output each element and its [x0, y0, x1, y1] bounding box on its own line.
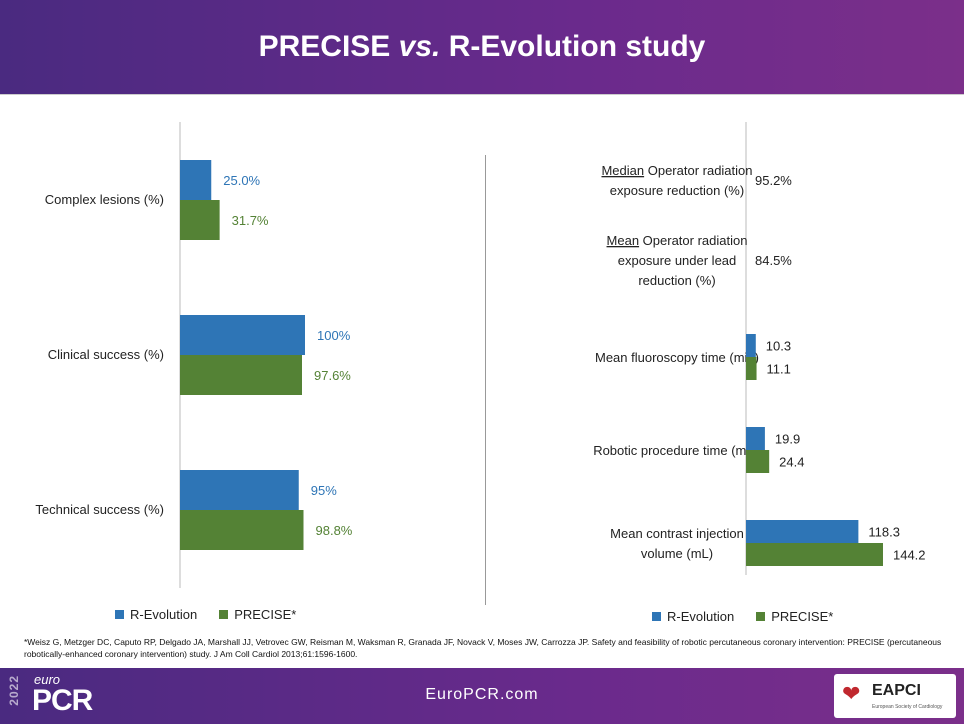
data-label: 97.6%: [314, 368, 351, 383]
category-label: Complex lesions (%): [45, 192, 164, 207]
bar-r-evolution: [746, 334, 756, 357]
right-legend: R-Evolution PRECISE*: [652, 609, 849, 624]
legend-label-r-evolution: R-Evolution: [667, 609, 735, 624]
category-label: Technical success (%): [35, 502, 164, 517]
bar-precise: [746, 450, 770, 473]
data-label: 100%: [317, 328, 351, 343]
bar-precise: [180, 355, 302, 395]
data-label: 25.0%: [223, 173, 260, 188]
bar-precise: [180, 510, 304, 550]
page-title: PRECISE vs. R-Evolution study: [258, 30, 706, 63]
eapci-logo-subtitle: European Society of Cardiology: [872, 704, 943, 710]
eapci-logo-name: EAPCI: [872, 682, 921, 699]
category-label: exposure under lead: [618, 253, 737, 268]
category-label: Mean contrast injection: [610, 526, 744, 541]
bar-r-evolution: [746, 427, 765, 450]
data-label: 95%: [311, 483, 337, 498]
category-label: exposure reduction (%): [610, 183, 744, 198]
footer-pcr-logo: PCR: [32, 684, 93, 717]
bar-precise: [746, 543, 883, 566]
right-chart: Median Operator radiation exposure reduct…: [593, 122, 926, 575]
legend-swatch-precise: [756, 612, 766, 621]
header-bar: PRECISE vs. R-Evolution study: [0, 0, 964, 94]
bar-r-evolution: [180, 160, 212, 200]
category-label: Mean fluoroscopy time (min): [595, 350, 759, 365]
heart-icon: ❤: [842, 681, 861, 706]
value-text: 84.5%: [755, 253, 792, 268]
left-chart: Complex lesions (%) 25.0% 31.7% Clinical su…: [35, 122, 353, 588]
category-label: Median Operator radiation: [601, 163, 752, 178]
data-label: 31.7%: [232, 213, 269, 228]
legend-label-precise: PRECISE*: [234, 607, 297, 622]
legend-label-r-evolution: R-Evolution: [130, 607, 198, 622]
data-label: 10.3: [766, 339, 791, 354]
data-label: 24.4: [779, 455, 804, 470]
category-label: volume (mL): [641, 546, 713, 561]
bar-precise: [746, 357, 757, 380]
legend-swatch-r-evolution: [652, 612, 661, 621]
bar-r-evolution: [180, 470, 299, 510]
data-label: 11.1: [767, 362, 791, 377]
legend-label-precise: PRECISE*: [771, 609, 834, 624]
eapci-logo: ❤ EAPCI European Society of Cardiology: [834, 674, 956, 718]
bar-precise: [180, 200, 220, 240]
category-label: Clinical success (%): [48, 347, 164, 362]
data-label: 144.2: [893, 548, 926, 563]
data-label: 19.9: [775, 432, 800, 447]
bar-r-evolution: [746, 520, 859, 543]
category-label: Robotic procedure time (min): [593, 443, 761, 458]
data-label: 98.8%: [316, 523, 353, 538]
header-divider: [0, 94, 964, 95]
legend-swatch-precise: [219, 610, 229, 619]
footer-url-link[interactable]: EuroPCR.com: [425, 686, 539, 703]
footer-euro-text: euro: [34, 672, 61, 687]
category-label: Mean Operator radiation: [607, 233, 748, 248]
category-label: reduction (%): [638, 273, 715, 288]
left-legend: R-Evolution PRECISE*: [115, 607, 312, 622]
value-text: 95.2%: [755, 173, 792, 188]
footer-bar: [0, 668, 964, 724]
data-label: 118.3: [868, 525, 900, 540]
bar-r-evolution: [180, 315, 305, 355]
legend-swatch-r-evolution: [115, 610, 124, 619]
chart-divider: [485, 155, 486, 605]
footnote-citation: *Weisz G, Metzger DC, Caputo RP, Delgado…: [24, 637, 942, 659]
